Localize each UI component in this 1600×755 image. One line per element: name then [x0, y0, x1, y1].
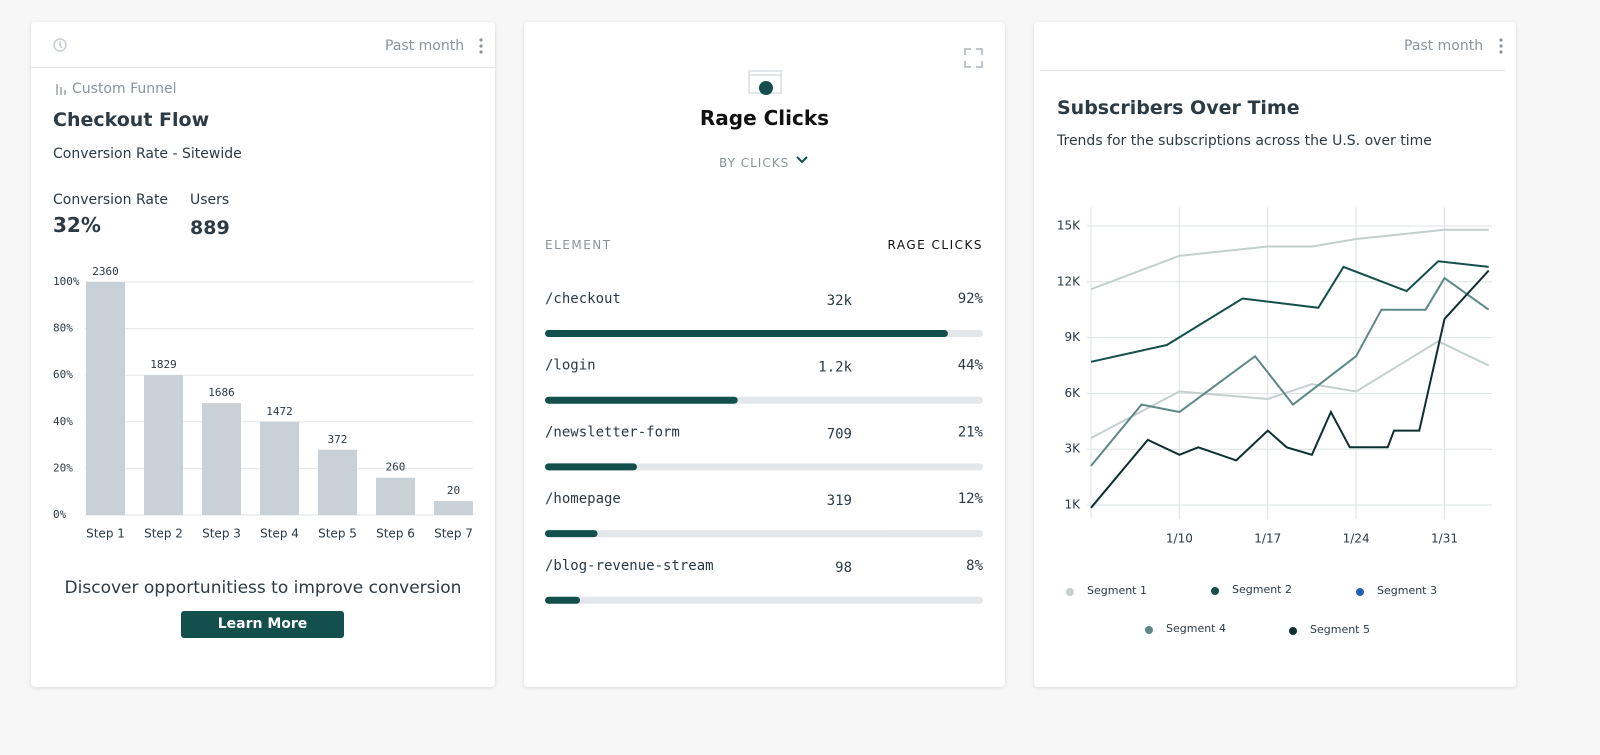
stat-label: Conversion Rate — [53, 192, 169, 208]
divider — [1040, 70, 1505, 71]
subscribers-card — [1034, 22, 1516, 687]
chart-title: Subscribers Over Time — [1057, 97, 1300, 119]
learn-more-button[interactable]: Learn More — [181, 611, 344, 638]
chart-kind: Custom Funnel — [72, 81, 177, 97]
card-title: Rage Clicks — [699, 106, 830, 130]
divider — [31, 67, 495, 68]
column-header: RAGE CLICKS — [887, 238, 983, 252]
stat-value: 32% — [53, 213, 101, 237]
card-subtitle: Conversion Rate - Sitewide — [53, 146, 242, 162]
stat-label: Users — [190, 192, 230, 208]
chart-subtitle: Trends for the subscriptions across the … — [1057, 133, 1432, 149]
sort-dropdown[interactable]: BY CLICKS — [719, 156, 790, 170]
period-selector[interactable]: Past month — [1404, 38, 1484, 54]
rage-card — [524, 22, 1005, 687]
cta-text: Discover opportunitiess to improve conve… — [64, 578, 462, 598]
card-title: Checkout Flow — [53, 109, 210, 131]
period-selector[interactable]: Past month — [385, 38, 465, 54]
stat-value: 889 — [190, 217, 230, 239]
column-header: ELEMENT — [545, 238, 612, 252]
